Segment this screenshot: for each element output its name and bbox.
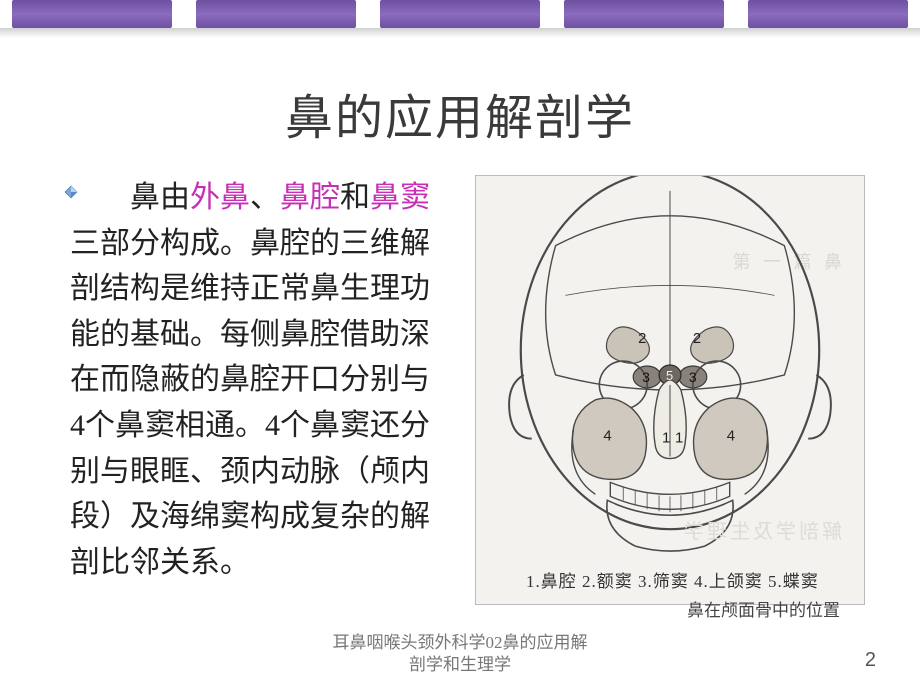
- svg-text:1: 1: [662, 430, 670, 447]
- text-column: 鼻由外鼻、鼻腔和鼻窦三部分构成。鼻腔的三维解剖结构是维持正常鼻生理功能的基础。每…: [70, 175, 440, 605]
- figure-legend: 1.鼻腔 2.额窦 3.筛窦 4.上颌窦 5.蝶窦: [526, 567, 819, 592]
- highlight-outer-nose: 外鼻: [190, 181, 250, 214]
- svg-text:4: 4: [603, 428, 611, 445]
- topbar-shadow: [0, 28, 920, 38]
- footer-line1: 耳鼻咽喉头颈外科学02鼻的应用解: [333, 633, 588, 652]
- slide: 鼻的应用解剖学 鼻由外鼻、鼻腔和鼻窦三部分构成。鼻腔的三维解剖结构是维持正常鼻生…: [0, 0, 920, 690]
- para-sep1: 、: [250, 181, 280, 214]
- svg-text:4: 4: [727, 428, 735, 445]
- highlight-nasal-cavity: 鼻腔: [280, 181, 340, 214]
- topbar-segment: [184, 0, 368, 28]
- figure-watermark-bottom: 解剖学及生理学: [681, 515, 842, 544]
- slide-title: 鼻的应用解剖学: [0, 78, 920, 148]
- footer-line2: 剖学和生理学: [409, 655, 511, 674]
- slide-body: 鼻由外鼻、鼻腔和鼻窦三部分构成。鼻腔的三维解剖结构是维持正常鼻生理功能的基础。每…: [70, 175, 870, 605]
- svg-text:5: 5: [666, 368, 673, 383]
- bullet-icon: [64, 185, 78, 199]
- figure-column: 第 一 篇 鼻: [470, 175, 870, 605]
- top-decorative-bar: [0, 0, 920, 38]
- figure-caption: 鼻在颅面骨中的位置: [687, 596, 840, 621]
- svg-text:2: 2: [638, 330, 646, 347]
- page-number: 2: [865, 649, 876, 672]
- para-sep2: 和: [340, 181, 370, 214]
- svg-text:1: 1: [675, 430, 683, 447]
- svg-text:3: 3: [642, 369, 650, 385]
- body-paragraph: 鼻由外鼻、鼻腔和鼻窦三部分构成。鼻腔的三维解剖结构是维持正常鼻生理功能的基础。每…: [70, 175, 440, 585]
- para-rest: 三部分构成。鼻腔的三维解剖结构是维持正常鼻生理功能的基础。每侧鼻腔借助深在而隐蔽…: [70, 227, 430, 579]
- highlight-sinus: 鼻窦: [370, 181, 430, 214]
- topbar-segment: [0, 0, 184, 28]
- topbar-segment: [368, 0, 552, 28]
- para-pre: 鼻由: [130, 181, 190, 214]
- topbar-segment: [736, 0, 920, 28]
- footer-text: 耳鼻咽喉头颈外科学02鼻的应用解 剖学和生理学: [0, 632, 920, 676]
- svg-text:2: 2: [693, 330, 701, 347]
- skull-figure: 第 一 篇 鼻: [475, 175, 865, 605]
- svg-text:3: 3: [689, 369, 697, 385]
- topbar-segment: [552, 0, 736, 28]
